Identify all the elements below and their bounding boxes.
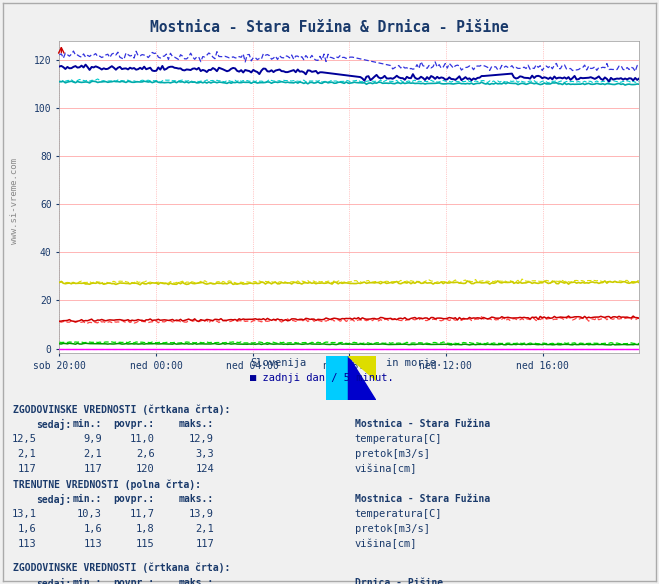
Text: pretok[m3/s]: pretok[m3/s] xyxy=(355,524,430,534)
Text: 9,9: 9,9 xyxy=(84,434,102,444)
Text: sedaj:: sedaj: xyxy=(36,578,71,584)
Text: temperatura[C]: temperatura[C] xyxy=(355,509,442,519)
Text: 113: 113 xyxy=(18,539,36,549)
Text: ZGODOVINSKE VREDNOSTI (črtkana črta):: ZGODOVINSKE VREDNOSTI (črtkana črta): xyxy=(13,404,231,415)
Text: Drnica - Pišine: Drnica - Pišine xyxy=(355,578,443,584)
Text: min.:: min.: xyxy=(72,494,102,504)
Text: sedaj:: sedaj: xyxy=(36,419,71,430)
Text: Slovenija: Slovenija xyxy=(250,358,306,369)
Text: 3,3: 3,3 xyxy=(196,449,214,459)
Polygon shape xyxy=(326,356,349,400)
Text: pretok[m3/s]: pretok[m3/s] xyxy=(355,449,430,459)
Text: min.:: min.: xyxy=(72,419,102,429)
Text: 120: 120 xyxy=(136,464,155,474)
Text: 2,6: 2,6 xyxy=(136,449,155,459)
Text: 115: 115 xyxy=(136,539,155,549)
Text: 10,3: 10,3 xyxy=(77,509,102,519)
Text: sedaj:: sedaj: xyxy=(36,494,71,505)
Text: temperatura[C]: temperatura[C] xyxy=(355,434,442,444)
Text: 11,0: 11,0 xyxy=(130,434,155,444)
Text: ■ zadnji dan / 5 minut.: ■ zadnji dan / 5 minut. xyxy=(250,373,394,384)
Text: 2,1: 2,1 xyxy=(18,449,36,459)
Polygon shape xyxy=(349,356,376,400)
Text: Mostnica - Stara Fužina & Drnica - Pišine: Mostnica - Stara Fužina & Drnica - Pišin… xyxy=(150,20,509,36)
Text: 117: 117 xyxy=(18,464,36,474)
Text: Mostnica - Stara Fužina: Mostnica - Stara Fužina xyxy=(355,494,490,504)
Text: 2,1: 2,1 xyxy=(196,524,214,534)
Text: Mostnica - Stara Fužina: Mostnica - Stara Fužina xyxy=(355,419,490,429)
Text: in morje.: in morje. xyxy=(386,358,442,369)
Text: 1,8: 1,8 xyxy=(136,524,155,534)
Text: 13,1: 13,1 xyxy=(11,509,36,519)
Text: ZGODOVINSKE VREDNOSTI (črtkana črta):: ZGODOVINSKE VREDNOSTI (črtkana črta): xyxy=(13,563,231,573)
Text: povpr.:: povpr.: xyxy=(114,494,155,504)
Text: maks.:: maks.: xyxy=(179,578,214,584)
Text: povpr.:: povpr.: xyxy=(114,578,155,584)
Text: povpr.:: povpr.: xyxy=(114,419,155,429)
Text: 13,9: 13,9 xyxy=(189,509,214,519)
Text: 117: 117 xyxy=(84,464,102,474)
Text: 117: 117 xyxy=(196,539,214,549)
Text: 2,1: 2,1 xyxy=(84,449,102,459)
Text: maks.:: maks.: xyxy=(179,494,214,504)
Text: višina[cm]: višina[cm] xyxy=(355,464,417,474)
Text: 12,9: 12,9 xyxy=(189,434,214,444)
Text: TRENUTNE VREDNOSTI (polna črta):: TRENUTNE VREDNOSTI (polna črta): xyxy=(13,479,201,490)
Text: maks.:: maks.: xyxy=(179,419,214,429)
Text: 124: 124 xyxy=(196,464,214,474)
Text: 11,7: 11,7 xyxy=(130,509,155,519)
Text: višina[cm]: višina[cm] xyxy=(355,539,417,550)
Polygon shape xyxy=(349,356,376,380)
Text: 12,5: 12,5 xyxy=(11,434,36,444)
Text: min.:: min.: xyxy=(72,578,102,584)
Polygon shape xyxy=(349,356,376,380)
Text: 113: 113 xyxy=(84,539,102,549)
Text: www.si-vreme.com: www.si-vreme.com xyxy=(10,158,19,245)
Text: 1,6: 1,6 xyxy=(84,524,102,534)
Text: 1,6: 1,6 xyxy=(18,524,36,534)
